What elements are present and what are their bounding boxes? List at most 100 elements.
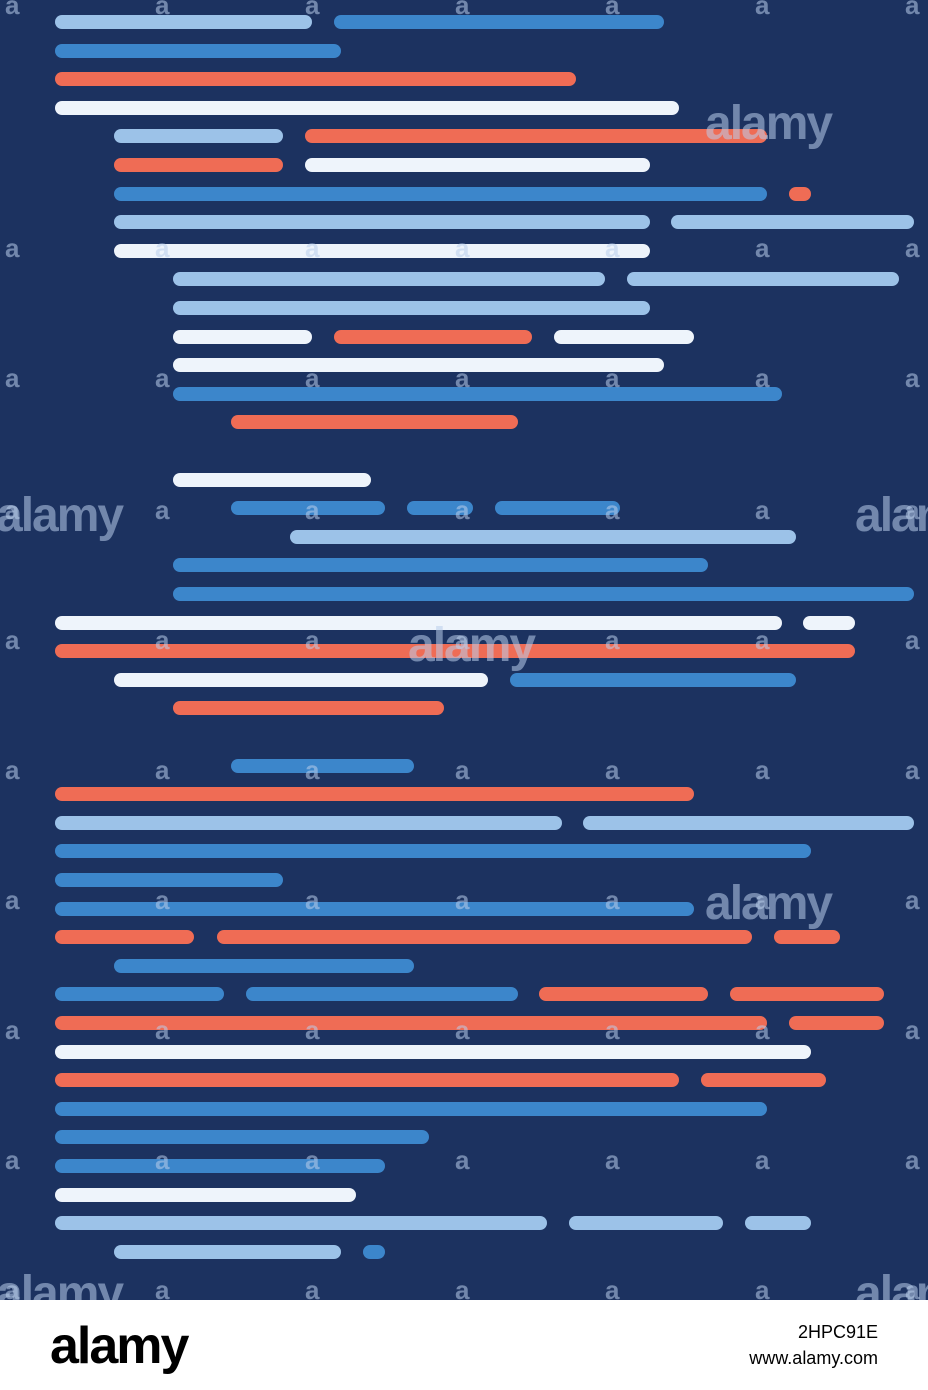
code-line-bar	[114, 129, 283, 143]
code-line-bar	[407, 501, 473, 515]
watermark-glyph: a	[5, 233, 20, 263]
watermark-glyph: a	[755, 233, 770, 263]
footer-url: www.alamy.com	[749, 1348, 878, 1368]
watermark-glyph: a	[5, 1015, 20, 1045]
code-line-bar	[290, 530, 796, 544]
code-line-bar	[334, 330, 532, 344]
code-line-bar	[173, 701, 444, 715]
code-line-bar	[173, 387, 782, 401]
watermark-glyph: a	[605, 755, 620, 785]
watermark-glyph: a	[755, 1145, 770, 1175]
watermark-glyph: a	[905, 885, 920, 915]
watermark-glyph: a	[155, 495, 170, 525]
watermark-glyph: a	[5, 885, 20, 915]
watermark-glyph: a	[5, 1145, 20, 1175]
code-line-bar	[539, 987, 708, 1001]
watermark-glyph: a	[5, 495, 20, 525]
code-line-bar	[55, 787, 694, 801]
code-line-bar	[55, 1188, 356, 1202]
watermark-glyph: a	[905, 0, 920, 20]
watermark-glyph: a	[905, 495, 920, 525]
code-line-bar	[569, 1216, 723, 1230]
code-line-bar	[627, 272, 899, 286]
watermark-glyph: a	[5, 625, 20, 655]
code-line-bar	[510, 673, 796, 687]
watermark-glyph: a	[5, 363, 20, 393]
code-line-bar	[114, 673, 488, 687]
code-line-bar	[231, 501, 385, 515]
watermark-alamy: alamy	[855, 489, 928, 542]
watermark-glyph: a	[755, 885, 770, 915]
watermark-glyph: a	[905, 363, 920, 393]
watermark-alamy: alamy	[0, 489, 124, 542]
code-line-bar	[305, 158, 650, 172]
code-line-bar	[173, 272, 605, 286]
watermark-glyph: a	[905, 1145, 920, 1175]
code-line-bar	[55, 930, 194, 944]
code-line-bar	[173, 473, 371, 487]
watermark-glyph: a	[305, 1275, 320, 1300]
code-line-bar	[114, 959, 414, 973]
watermark-glyph: a	[905, 233, 920, 263]
code-line-bar	[671, 215, 914, 229]
watermark-glyph: a	[755, 1275, 770, 1300]
watermark-glyph: a	[455, 755, 470, 785]
code-line-bar	[789, 187, 811, 201]
code-line-bar	[730, 987, 884, 1001]
code-line-bar	[55, 1216, 547, 1230]
watermark-glyph: a	[605, 1275, 620, 1300]
code-line-bar	[55, 816, 562, 830]
code-line-bar	[55, 44, 341, 58]
code-line-bar	[55, 1073, 679, 1087]
code-line-bar	[55, 987, 224, 1001]
code-line-bar	[55, 873, 283, 887]
code-line-bar	[231, 759, 414, 773]
code-line-bar	[554, 330, 694, 344]
code-line-bar	[55, 1045, 811, 1059]
watermark-glyph: a	[755, 0, 770, 20]
code-line-bar	[55, 902, 694, 916]
code-line-bar	[803, 616, 855, 630]
stock-footer: alamy 2HPC91E www.alamy.com	[0, 1300, 928, 1390]
code-line-bar	[114, 244, 650, 258]
code-line-bar	[114, 158, 283, 172]
code-line-bar	[173, 587, 914, 601]
watermark-alamy: alamy	[0, 1267, 124, 1301]
footer-logo: alamy	[50, 1317, 189, 1375]
code-line-bar	[55, 616, 782, 630]
watermark-glyph: a	[5, 0, 20, 20]
code-line-bar	[55, 72, 576, 86]
code-line-bar	[363, 1245, 385, 1259]
code-line-bar	[114, 1245, 341, 1259]
code-line-bar	[246, 987, 518, 1001]
code-line-bar	[583, 816, 914, 830]
watermark-glyph: a	[5, 755, 20, 785]
code-line-bar	[55, 1016, 767, 1030]
code-line-bar	[55, 1102, 767, 1116]
code-line-artwork: alamyalamyalamyalamyalamyalamyalamyaaaaa…	[0, 0, 928, 1300]
watermark-glyph: a	[155, 1275, 170, 1300]
watermark-glyph: a	[755, 495, 770, 525]
watermark-glyph: a	[155, 363, 170, 393]
watermark-glyph: a	[5, 1275, 20, 1300]
watermark-glyph: a	[455, 1145, 470, 1175]
code-line-bar	[217, 930, 752, 944]
code-line-bar	[701, 1073, 826, 1087]
watermark-glyph: a	[755, 755, 770, 785]
code-line-bar	[55, 1130, 429, 1144]
footer-image-id: 2HPC91E	[797, 1322, 878, 1342]
watermark-glyph: a	[155, 755, 170, 785]
code-line-bar	[789, 1016, 884, 1030]
watermark-glyph: a	[605, 1145, 620, 1175]
code-line-bar	[173, 358, 664, 372]
watermark-glyph: a	[905, 755, 920, 785]
watermark-alamy: alamy	[855, 1267, 928, 1301]
code-line-bar	[305, 129, 767, 143]
watermark-alamy: alamy	[705, 877, 833, 930]
watermark-glyph: a	[455, 1275, 470, 1300]
code-line-bar	[114, 215, 650, 229]
code-line-bar	[114, 187, 767, 201]
code-line-bar	[55, 101, 679, 115]
code-line-bar	[231, 415, 518, 429]
code-line-bar	[55, 844, 811, 858]
